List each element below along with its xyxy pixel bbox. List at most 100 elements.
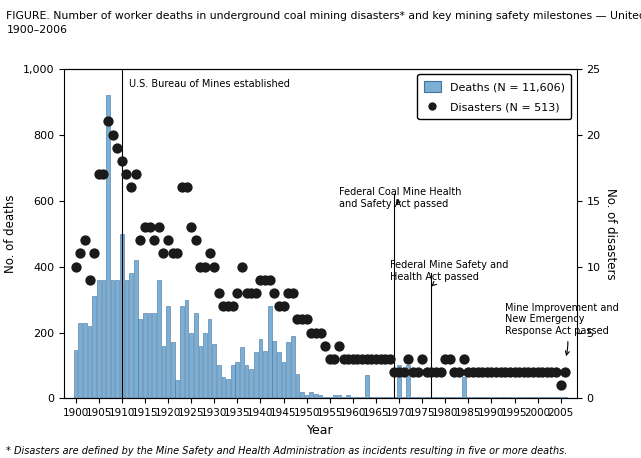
Bar xyxy=(226,379,230,398)
Point xyxy=(94,170,104,178)
Bar xyxy=(180,306,184,398)
Point xyxy=(533,368,543,376)
Point xyxy=(154,224,164,231)
Bar xyxy=(143,313,147,398)
Point xyxy=(219,302,229,310)
Point xyxy=(274,302,284,310)
Text: 1900–2006: 1900–2006 xyxy=(6,25,67,35)
Point xyxy=(385,355,395,363)
Point xyxy=(445,355,455,363)
Bar xyxy=(88,326,92,398)
Text: Federal Coal Mine Health
and Safety Act passed: Federal Coal Mine Health and Safety Act … xyxy=(339,187,462,209)
Point xyxy=(242,289,252,297)
Bar xyxy=(554,397,558,398)
Point xyxy=(329,355,340,363)
Bar xyxy=(222,377,226,398)
Point xyxy=(177,184,187,191)
Point xyxy=(362,355,372,363)
Bar xyxy=(194,313,197,398)
Point xyxy=(380,355,390,363)
Point xyxy=(297,316,307,323)
Bar xyxy=(240,347,244,398)
Point xyxy=(246,289,256,297)
Point xyxy=(343,355,353,363)
Point xyxy=(209,263,219,270)
Bar xyxy=(323,397,327,398)
Point xyxy=(278,302,288,310)
Bar xyxy=(304,395,308,398)
Bar xyxy=(360,397,364,398)
Point xyxy=(477,368,487,376)
Point xyxy=(403,355,413,363)
Bar xyxy=(212,344,216,398)
Bar xyxy=(462,377,465,398)
Bar xyxy=(342,397,345,398)
Bar xyxy=(134,260,138,398)
Bar xyxy=(101,280,105,398)
Point xyxy=(495,368,506,376)
Point xyxy=(510,368,520,376)
Point xyxy=(251,289,261,297)
Bar xyxy=(74,350,78,398)
Point xyxy=(163,236,173,244)
Legend: Deaths (N = 11,606), Disasters (N = 513): Deaths (N = 11,606), Disasters (N = 513) xyxy=(417,74,571,120)
Point xyxy=(412,368,422,376)
Point xyxy=(454,368,464,376)
Bar xyxy=(287,343,290,398)
Bar xyxy=(157,280,161,398)
Bar xyxy=(397,365,401,398)
Bar xyxy=(115,280,119,398)
Point xyxy=(288,289,298,297)
Point xyxy=(519,368,529,376)
Bar xyxy=(392,397,396,398)
Bar xyxy=(263,351,267,398)
Bar xyxy=(258,339,262,398)
Bar xyxy=(563,397,567,398)
Bar xyxy=(185,300,188,398)
Point xyxy=(89,250,99,257)
Point xyxy=(370,355,381,363)
Bar xyxy=(351,397,354,398)
Bar xyxy=(189,333,193,398)
Point xyxy=(320,342,330,349)
Point xyxy=(103,118,113,125)
Bar xyxy=(162,346,165,398)
Bar xyxy=(310,392,313,398)
Bar xyxy=(153,313,156,398)
Point xyxy=(389,368,399,376)
Point xyxy=(301,316,312,323)
Point xyxy=(213,289,224,297)
Point xyxy=(232,289,242,297)
Bar xyxy=(549,397,553,398)
Bar xyxy=(513,397,517,398)
Bar xyxy=(379,397,383,398)
Point xyxy=(449,368,460,376)
Point xyxy=(223,302,233,310)
Point xyxy=(306,329,317,336)
Bar xyxy=(235,362,239,398)
Point xyxy=(181,184,192,191)
Point xyxy=(144,224,154,231)
Bar xyxy=(365,376,369,398)
Bar xyxy=(337,395,341,398)
Point xyxy=(131,170,141,178)
Point xyxy=(440,355,451,363)
Bar xyxy=(425,397,429,398)
Bar xyxy=(494,397,498,398)
Point xyxy=(546,368,556,376)
Bar xyxy=(383,397,387,398)
Text: * Disasters are defined by the Mine Safety and Health Administration as incident: * Disasters are defined by the Mine Safe… xyxy=(6,446,568,456)
Point xyxy=(204,250,215,257)
Bar xyxy=(217,365,221,398)
Bar xyxy=(374,397,378,398)
Point xyxy=(481,368,492,376)
Bar xyxy=(124,280,128,398)
Point xyxy=(158,250,169,257)
Bar xyxy=(203,333,207,398)
Point xyxy=(79,236,90,244)
Bar xyxy=(531,397,535,398)
Bar xyxy=(503,397,507,398)
Point xyxy=(537,368,547,376)
Bar xyxy=(166,306,170,398)
Point xyxy=(190,236,201,244)
